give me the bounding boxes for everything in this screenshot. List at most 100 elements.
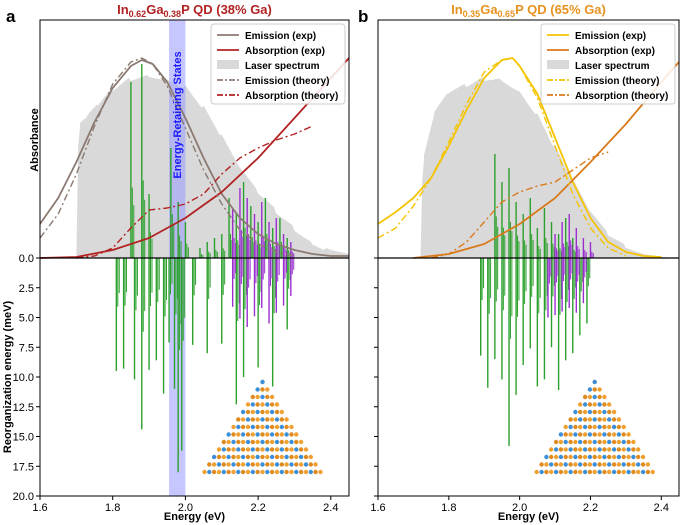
y-tick-label: 17.5 bbox=[13, 461, 34, 473]
atom bbox=[573, 424, 578, 430]
atom bbox=[211, 462, 217, 467]
atom bbox=[616, 424, 622, 430]
atom bbox=[260, 394, 265, 400]
atom bbox=[573, 469, 578, 475]
atom bbox=[592, 379, 597, 385]
atom bbox=[602, 439, 607, 445]
atom bbox=[611, 424, 617, 430]
atom bbox=[621, 454, 626, 460]
atom bbox=[616, 439, 622, 445]
atom bbox=[255, 394, 260, 400]
atom bbox=[245, 462, 251, 467]
atom bbox=[597, 402, 602, 407]
atom bbox=[269, 447, 275, 452]
atom bbox=[578, 469, 583, 475]
atom bbox=[607, 447, 612, 452]
atom bbox=[260, 454, 265, 460]
atom bbox=[221, 447, 226, 452]
atom bbox=[597, 447, 602, 452]
atom bbox=[245, 469, 251, 475]
x-tick-label: 2.2 bbox=[250, 502, 265, 514]
atom bbox=[582, 454, 588, 460]
y-axis-label-top: Absorbance bbox=[29, 108, 41, 172]
x-tick-label: 1.6 bbox=[32, 502, 47, 514]
atom bbox=[279, 469, 284, 475]
atom bbox=[611, 469, 617, 475]
atom bbox=[260, 447, 265, 452]
atom bbox=[587, 439, 593, 445]
atom bbox=[236, 469, 241, 475]
atom bbox=[587, 387, 593, 392]
atom bbox=[597, 432, 602, 437]
atom bbox=[616, 417, 622, 422]
panel-letter: a bbox=[6, 7, 16, 26]
title-part: In bbox=[451, 2, 463, 17]
atom bbox=[260, 462, 265, 467]
atom bbox=[294, 432, 299, 437]
atom bbox=[211, 469, 217, 475]
atom bbox=[592, 402, 597, 407]
atom bbox=[245, 447, 251, 452]
atom bbox=[636, 447, 641, 452]
atom bbox=[265, 432, 270, 437]
atom bbox=[240, 432, 246, 437]
title-part: P QD (65% Ga) bbox=[515, 2, 606, 17]
atom bbox=[592, 394, 597, 400]
atom bbox=[616, 454, 622, 460]
atom bbox=[255, 417, 260, 422]
atom bbox=[549, 447, 554, 452]
atom bbox=[236, 439, 241, 445]
atom bbox=[607, 432, 612, 437]
atom bbox=[236, 417, 241, 422]
series-absorption-theory bbox=[76, 125, 313, 259]
atom bbox=[260, 424, 265, 430]
atom bbox=[573, 409, 578, 415]
atom bbox=[582, 447, 588, 452]
atom bbox=[573, 439, 578, 445]
atom bbox=[626, 439, 631, 445]
atom bbox=[250, 424, 255, 430]
legend-box bbox=[540, 23, 676, 105]
atom bbox=[587, 424, 593, 430]
atom bbox=[563, 462, 568, 467]
atom bbox=[573, 447, 578, 452]
atom bbox=[578, 462, 583, 467]
y-tick-label: 15.0 bbox=[13, 432, 34, 444]
panel-a: a In0.62Ga0.38P QD (38% Ga) 1.6 1.8 2.0 2.2 2.… bbox=[2, 2, 350, 523]
atom bbox=[578, 424, 583, 430]
atom bbox=[260, 469, 265, 475]
atom bbox=[582, 439, 588, 445]
atom bbox=[607, 454, 612, 460]
atom bbox=[611, 432, 617, 437]
atom bbox=[568, 417, 573, 422]
atom bbox=[631, 439, 636, 445]
atom bbox=[544, 462, 549, 467]
atom bbox=[587, 454, 593, 460]
atom bbox=[279, 432, 284, 437]
atom bbox=[558, 432, 564, 437]
atom bbox=[255, 402, 260, 407]
atom bbox=[568, 454, 573, 460]
atom bbox=[269, 432, 275, 437]
atom bbox=[265, 454, 270, 460]
atom bbox=[636, 462, 641, 467]
atom bbox=[226, 462, 231, 467]
atom bbox=[640, 454, 646, 460]
atom bbox=[226, 454, 231, 460]
atom bbox=[549, 454, 554, 460]
nanoparticle-structure bbox=[202, 379, 323, 475]
atom bbox=[563, 432, 568, 437]
atom bbox=[626, 462, 631, 467]
atom bbox=[250, 417, 255, 422]
atom bbox=[289, 454, 294, 460]
atom bbox=[298, 462, 304, 467]
atom bbox=[240, 454, 246, 460]
atom bbox=[544, 454, 549, 460]
panel-title: In0.35Ga0.65P QD (65% Ga) bbox=[451, 2, 606, 19]
title-part: Ga bbox=[480, 2, 498, 17]
atom bbox=[607, 469, 612, 475]
atom bbox=[274, 417, 280, 422]
atom bbox=[255, 424, 260, 430]
atom bbox=[602, 409, 607, 415]
atom bbox=[573, 462, 578, 467]
